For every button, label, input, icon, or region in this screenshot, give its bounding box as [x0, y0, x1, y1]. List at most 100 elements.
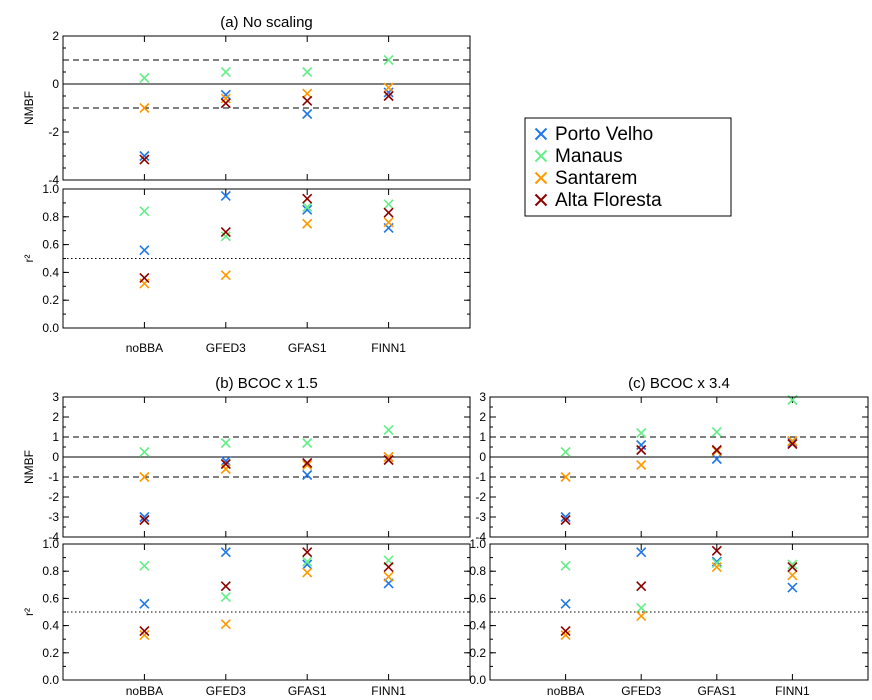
data-point-marker [139, 102, 150, 114]
r2-axes: 1.0 0.8 0.6 0.4 0.2 0.0 r² [22, 182, 471, 335]
data-point-marker [139, 245, 150, 256]
y-tick-label: 2 [52, 29, 59, 43]
series-santarem [139, 82, 394, 114]
nmbf-axes: 3 2 1 0 -1 -2 -3 -4 NMBF [22, 390, 471, 544]
data-point-marker [636, 602, 647, 613]
legend-marker-icon [534, 149, 548, 163]
panel-title: (a) No scaling [220, 14, 313, 31]
data-point-marker [560, 625, 571, 637]
data-point-marker [383, 571, 394, 582]
r2-plot-frame [62, 543, 471, 681]
data-point-marker [383, 454, 394, 466]
x-tick-label: GFAS1 [697, 684, 736, 698]
y-tick-label: -3 [475, 510, 486, 524]
data-point-marker [302, 559, 313, 570]
nmbf-plot-frame [489, 396, 869, 538]
data-point-marker [220, 93, 231, 104]
series-porto-velho [139, 451, 394, 523]
series-manaus [139, 199, 394, 242]
nmbf-axes: 2 0 -2 -4 NMBF [22, 29, 471, 187]
data-point-marker [220, 89, 231, 100]
r2-plot-frame [62, 188, 471, 329]
y-tick-label: 1.0 [469, 537, 486, 551]
x-tick-label: noBBA [547, 684, 584, 698]
data-point-marker [220, 437, 231, 449]
data-point-marker [711, 444, 722, 456]
legend-label: Manaus [555, 146, 623, 167]
legend-marker-icon [534, 193, 548, 207]
r2-y-axis-label: r² [22, 255, 36, 263]
x-tick-label: noBBA [126, 684, 163, 698]
r2-plot-frame [489, 543, 869, 681]
data-point-marker [139, 625, 150, 637]
series-manaus [139, 424, 394, 458]
data-point-marker [302, 218, 313, 229]
data-point-marker [636, 427, 647, 439]
y-tick-label: 0.2 [42, 646, 59, 660]
data-point-marker [787, 570, 798, 581]
data-point-marker [711, 426, 722, 438]
data-point-marker [560, 598, 571, 609]
data-point-marker [787, 559, 798, 570]
data-point-marker [220, 98, 231, 109]
y-tick-label: 0 [52, 450, 59, 464]
legend-item: Alta Floresta [534, 190, 662, 211]
series-manaus [560, 394, 798, 458]
data-point-marker [302, 469, 313, 481]
series-alta-floresta [560, 545, 798, 637]
data-point-marker [139, 272, 150, 284]
data-point-marker [787, 582, 798, 593]
series-porto-velho [560, 436, 798, 523]
data-point-marker [220, 66, 231, 78]
series-santarem [560, 435, 798, 483]
y-tick-label: 0.6 [469, 591, 486, 605]
data-point-marker [636, 547, 647, 558]
data-point-marker [383, 199, 394, 210]
panel-b: (b) BCOC x 1.5 3 2 1 0 -1 -2 -3 -4 NMBF 1.0 0.8 0.6 0… [22, 375, 471, 698]
y-tick-label: 0.8 [42, 564, 59, 578]
y-tick-label: 0 [479, 450, 486, 464]
y-tick-label: 1 [52, 430, 59, 444]
y-tick-label: -4 [475, 530, 486, 544]
data-point-marker [383, 562, 394, 573]
x-tick-label: FINN1 [371, 684, 406, 698]
data-point-marker [383, 451, 394, 463]
data-point-marker [220, 458, 231, 470]
data-point-marker [787, 562, 798, 573]
data-point-marker [302, 457, 313, 469]
panel-a: (a) No scaling 2 0 -2 -4 NMBF 1.0 0.8 0.6 0.4 0.2 0… [22, 14, 471, 355]
data-point-marker [560, 514, 571, 526]
panel-c: (c) BCOC x 3.4 3 2 1 0 -1 -2 -3 -41.0 0.8 0.6 0.4 0.… [469, 375, 869, 698]
data-point-marker [636, 439, 647, 451]
nmbf-axes: 3 2 1 0 -1 -2 -3 -4 [475, 390, 869, 544]
data-point-marker [302, 547, 313, 558]
x-tick-label: noBBA [126, 341, 163, 355]
nmbf-plot-frame [62, 396, 471, 538]
data-point-marker [220, 619, 231, 630]
y-tick-label: -3 [48, 510, 59, 524]
series-manaus [139, 54, 394, 84]
y-tick-label: 2 [52, 410, 59, 424]
data-point-marker [787, 435, 798, 447]
data-point-marker [302, 88, 313, 99]
data-point-marker [636, 611, 647, 622]
y-tick-label: 0.0 [42, 673, 59, 687]
y-tick-label: -1 [475, 470, 486, 484]
series-santarem [139, 567, 394, 641]
legend-item: Manaus [534, 146, 623, 167]
r2-axes: 1.0 0.8 0.6 0.4 0.2 0.0 [469, 537, 869, 687]
data-point-marker [787, 438, 798, 450]
nmbf-y-axis-label: NMBF [22, 91, 36, 125]
series-porto-velho [139, 547, 394, 609]
data-point-marker [383, 217, 394, 228]
legend-item: Santarem [534, 168, 637, 189]
series-alta-floresta [139, 454, 394, 526]
nmbf-plot-frame [62, 35, 471, 181]
x-tick-label: FINN1 [775, 684, 810, 698]
y-tick-label: 0.6 [42, 238, 59, 252]
y-tick-label: -2 [475, 490, 486, 504]
series-alta-floresta [139, 547, 394, 637]
y-tick-label: 0.4 [42, 265, 59, 279]
